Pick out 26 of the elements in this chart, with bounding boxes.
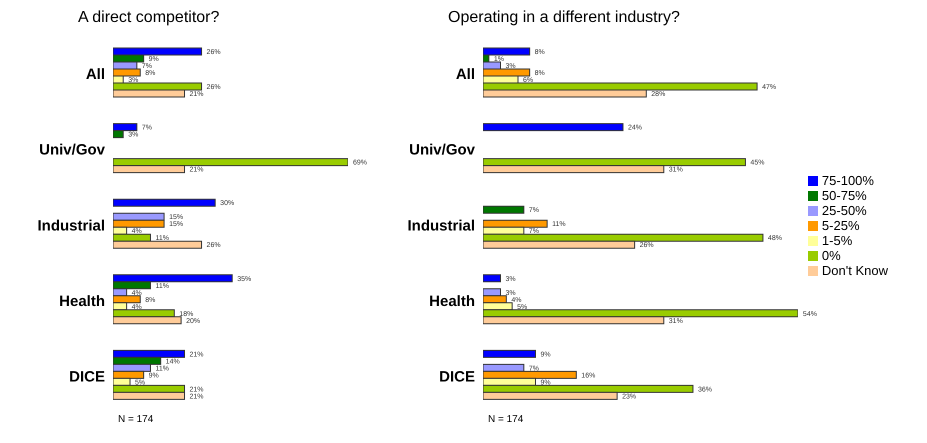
y-tick-label: Industrial [407, 217, 475, 234]
y-tick-label: Industrial [37, 217, 105, 234]
legend-label: 5-25% [822, 218, 860, 232]
legend-label: Don't Know [822, 262, 888, 278]
legend-label: 1-5% [822, 232, 852, 248]
y-tick-label: DICE [439, 368, 475, 386]
chart-title: A direct competitor? [77, 8, 220, 28]
annotation: N = 174 [117, 414, 154, 425]
legend-label: 0% [822, 248, 841, 262]
bar [483, 274, 501, 282]
annotation: N = 174 [487, 414, 524, 425]
chart-title: Operating in a different industry? [447, 8, 681, 28]
legend-label: 75-100% [822, 172, 874, 188]
bar [483, 206, 524, 214]
bar [113, 198, 216, 207]
y-tick-label: Health [59, 292, 105, 310]
bar [483, 123, 624, 132]
y-tick-label: All [456, 66, 475, 84]
y-tick-label: Univ/Gov [409, 142, 476, 159]
legend-label: 25-50% [822, 202, 867, 218]
y-tick-label: Health [429, 292, 475, 310]
y-tick-label: Univ/Gov [39, 142, 106, 159]
y-tick-label: DICE [69, 368, 105, 386]
y-tick-label: All [86, 66, 105, 84]
bar [483, 350, 536, 358]
legend-label: 50-75% [822, 188, 867, 202]
